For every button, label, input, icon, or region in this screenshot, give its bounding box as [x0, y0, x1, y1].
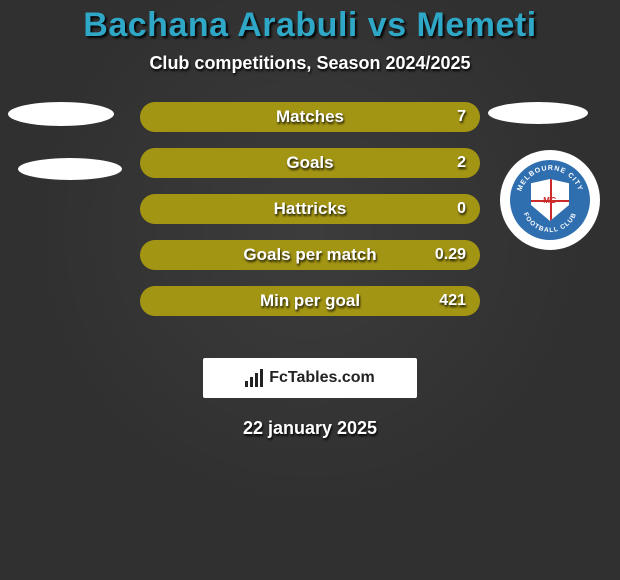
stat-bar-value-right: 421: [439, 292, 466, 310]
watermark-icon-bar: [260, 369, 263, 387]
stat-bar-label: Matches: [276, 107, 344, 127]
club-badge: MELBOURNE CITY FOOTBALL CLUB MC: [500, 150, 600, 250]
player-left-placeholder-1: [8, 102, 114, 126]
page-title: Bachana Arabuli vs Memeti: [0, 6, 620, 45]
club-badge-ring: MELBOURNE CITY FOOTBALL CLUB MC: [510, 160, 590, 240]
club-badge-monogram: MC: [543, 196, 556, 205]
subtitle: Club competitions, Season 2024/2025: [0, 53, 620, 74]
stat-bar-value-right: 7: [457, 108, 466, 126]
stat-bar-value-right: 0.29: [435, 246, 466, 264]
watermark-icon-bar: [245, 381, 248, 387]
stat-bars: Matches 7 Goals 2 Hattricks 0 Goals per match 0…: [140, 102, 480, 332]
watermark-icon-bar: [255, 373, 258, 387]
stats-area: MELBOURNE CITY FOOTBALL CLUB MC Matches 7…: [0, 102, 620, 342]
stat-bar: Min per goal 421: [140, 286, 480, 316]
content-wrapper: Bachana Arabuli vs Memeti Club competiti…: [0, 0, 620, 439]
stat-bar-label: Goals per match: [243, 245, 376, 265]
stat-bar-label: Hattricks: [274, 199, 347, 219]
stat-bar-label: Min per goal: [260, 291, 360, 311]
stat-bar-value-right: 2: [457, 154, 466, 172]
watermark-chart-icon: [245, 369, 263, 387]
stat-bar: Goals 2: [140, 148, 480, 178]
stat-bar: Goals per match 0.29: [140, 240, 480, 270]
stat-bar-value-right: 0: [457, 200, 466, 218]
stat-bar-label: Goals: [286, 153, 333, 173]
date: 22 january 2025: [0, 418, 620, 439]
player-right-placeholder: [488, 102, 588, 124]
watermark-text: FcTables.com: [269, 369, 375, 387]
stat-bar: Matches 7: [140, 102, 480, 132]
watermark: FcTables.com: [203, 358, 417, 398]
player-left-placeholder-2: [18, 158, 122, 180]
watermark-icon-bar: [250, 377, 253, 387]
stat-bar: Hattricks 0: [140, 194, 480, 224]
